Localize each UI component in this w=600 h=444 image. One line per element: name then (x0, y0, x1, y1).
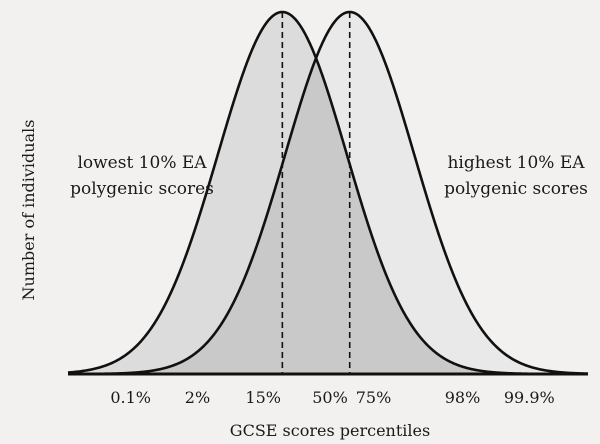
overlap-area (68, 58, 588, 374)
x-tick-label: 2% (185, 388, 210, 407)
x-tick-label: 98% (445, 388, 481, 407)
x-tick-label: 99.9% (504, 388, 555, 407)
x-tick-label: 15% (245, 388, 281, 407)
x-tick-label: 75% (356, 388, 392, 407)
x-tick-label: 0.1% (110, 388, 151, 407)
annotation-highest-line2: polygenic scores (444, 179, 588, 199)
annotation-lowest-line1: lowest 10% EA (77, 153, 207, 173)
annotation-lowest-line2: polygenic scores (70, 179, 214, 199)
distribution-curve-highest (68, 10, 589, 376)
x-axis-title: GCSE scores percentiles (230, 421, 430, 440)
y-axis-title: Number of individuals (19, 120, 38, 301)
annotation-highest-line1: highest 10% EA (447, 153, 585, 173)
x-tick-label: 50% (312, 388, 348, 407)
